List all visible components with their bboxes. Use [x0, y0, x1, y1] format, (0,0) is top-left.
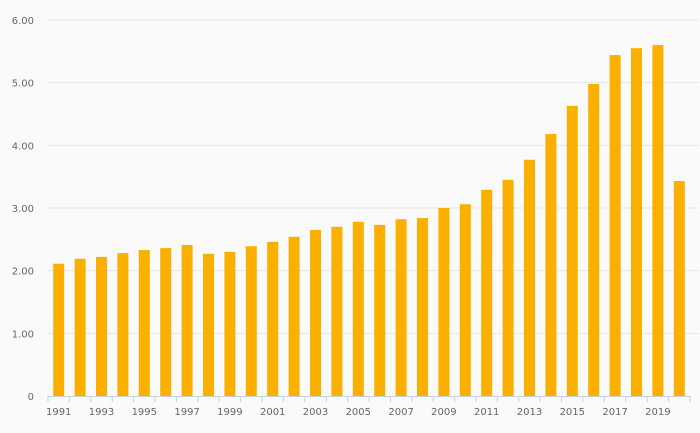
bar-2003	[310, 229, 321, 396]
x-tick-label: 1995	[132, 407, 157, 418]
bar-2016	[588, 83, 600, 397]
x-tick-label: 2003	[303, 407, 328, 418]
y-tick-label: 2.00	[12, 267, 34, 278]
bar-2010	[459, 204, 471, 396]
bar-2005	[352, 221, 364, 396]
x-tick-label: 1997	[174, 407, 199, 418]
bar-2018	[631, 48, 642, 396]
x-tick-label: 2015	[560, 407, 585, 418]
y-tick-label: 6.00	[12, 16, 34, 27]
x-tick-label: 2007	[388, 407, 413, 418]
bar-2004	[331, 226, 343, 396]
bar-1992	[74, 258, 86, 396]
bar-2017	[609, 55, 621, 397]
x-tick-label: 1999	[217, 407, 242, 418]
x-tick-label: 2009	[431, 407, 456, 418]
bar-1994	[117, 253, 129, 396]
x-tick-label: 2013	[517, 407, 542, 418]
y-tick-label: 0	[28, 392, 34, 403]
bar-1999	[224, 251, 236, 396]
bar-2001	[267, 241, 279, 396]
x-tick-label: 2017	[602, 407, 627, 418]
bar-2014	[545, 134, 557, 396]
y-tick-label: 5.00	[12, 79, 34, 90]
bar-1991	[53, 263, 65, 396]
bar-1997	[181, 244, 193, 396]
bar-2019	[652, 45, 664, 397]
bar-1998	[203, 253, 214, 396]
y-tick-label: 1.00	[12, 329, 34, 340]
bar-1993	[96, 256, 107, 396]
bar-2008	[417, 218, 428, 396]
x-tick-label: 2011	[474, 407, 499, 418]
bar-2009	[438, 208, 450, 396]
x-tick-label: 2005	[346, 407, 371, 418]
bar-2013	[524, 159, 535, 396]
bar-2006	[374, 224, 386, 396]
x-tick-label: 2001	[260, 407, 285, 418]
bar-2007	[395, 219, 407, 396]
bar-2011	[481, 189, 493, 396]
y-tick-label: 3.00	[12, 204, 34, 215]
bar-1995	[138, 249, 150, 396]
bar-2015	[566, 105, 578, 396]
x-tick-label: 1991	[46, 407, 71, 418]
bar-1996	[160, 248, 172, 396]
x-tick-label: 1993	[89, 407, 114, 418]
bar-2020	[673, 181, 685, 396]
y-tick-label: 4.00	[12, 141, 34, 152]
bar-2002	[288, 236, 300, 396]
x-tick-label: 2019	[645, 407, 670, 418]
bar-2012	[502, 179, 514, 396]
bar-2000	[245, 246, 257, 396]
